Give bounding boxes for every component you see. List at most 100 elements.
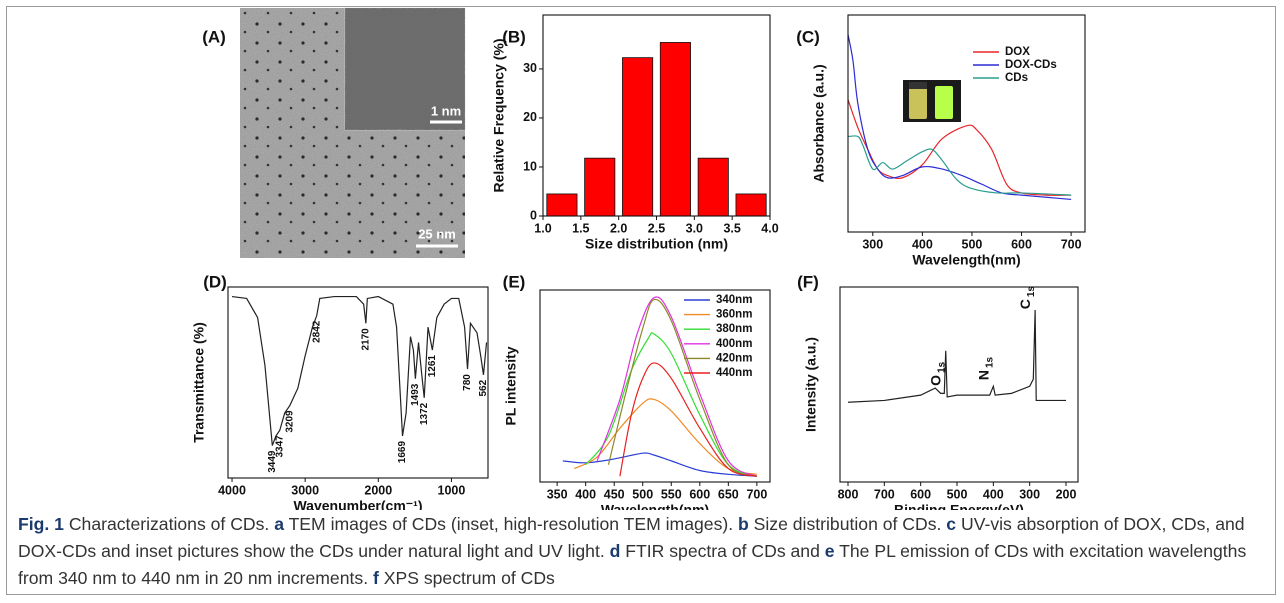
legend-label: CDs (1005, 72, 1028, 84)
x-tick-label: 2000 (364, 483, 392, 497)
y-axis-label: Relative Frequency (%) (491, 38, 507, 192)
caption-text: XPS spectrum of CDs (383, 568, 555, 588)
plot-frame (847, 14, 1086, 233)
y-tick-label: 0 (530, 208, 537, 222)
bar (697, 157, 729, 217)
x-axis-label: Wavelength(nm) (601, 502, 709, 510)
peak-label: 1669 (397, 441, 408, 464)
peak-element: C (1017, 299, 1033, 309)
caption-text: The PL emission of CDs with excitation w… (18, 541, 1247, 588)
vial-photo (903, 80, 961, 122)
peak-orbital: 1s (1026, 286, 1037, 298)
panel-label: (A) (202, 27, 226, 46)
x-tick-label: 3.5 (723, 221, 740, 235)
figure-frame (6, 6, 1276, 595)
x-axis-label: Wavelength(nm) (912, 252, 1020, 268)
hrtem-noise (345, 8, 465, 130)
caption-text: Size distribution of CDs. (753, 514, 942, 534)
y-axis-label: Transmittance (%) (191, 322, 207, 443)
x-tick-label: 650 (718, 487, 739, 501)
series-line (847, 310, 1067, 403)
x-tick-label: 400 (983, 487, 1004, 501)
x-tick-label: 800 (838, 487, 859, 501)
y-tick-label: 20 (523, 110, 537, 124)
series-line (231, 295, 488, 446)
bar (622, 57, 654, 217)
legend-label: DOX (1005, 46, 1030, 58)
chart-panel: (D) Wavenumber(cm⁻¹) Transmittance (%) 4000… (191, 272, 489, 510)
figure: 1 nm 25 nm (A) (B) Size distribution (nm)… (191, 7, 1086, 510)
legend-label: 440nm (716, 367, 752, 379)
peak-element: N (975, 370, 991, 380)
vial-cap (909, 82, 927, 89)
y-tick-label: 30 (523, 61, 537, 75)
x-tick-label: 450 (604, 487, 625, 501)
peak-label: 780 (462, 374, 473, 391)
y-axis-label: Intensity (a.u.) (803, 337, 819, 432)
panel-label: (F) (797, 272, 819, 291)
caption-text: UV-vis absorption of DOX, CDs, and DOX-C… (18, 514, 1245, 561)
tem-image: 1 nm 25 nm (A) (202, 7, 466, 258)
x-tick-label: 300 (862, 237, 883, 251)
series-line (596, 296, 758, 477)
plot-frame (227, 286, 489, 479)
series-line (607, 298, 758, 477)
peak-label: 2170 (361, 328, 372, 351)
x-tick-label: 500 (632, 487, 653, 501)
caption-letter: d (609, 541, 621, 561)
peak-label: 3209 (285, 410, 296, 433)
x-tick-label: 4.0 (761, 221, 778, 235)
x-tick-label: 700 (1061, 237, 1082, 251)
caption-letter: f (372, 568, 379, 588)
peak-label: 1493 (410, 383, 421, 406)
legend-label: 420nm (716, 352, 752, 364)
x-tick-label: 3.0 (686, 221, 703, 235)
x-tick-label: 600 (910, 487, 931, 501)
peak-label: 1261 (427, 355, 438, 378)
peak-element: O (927, 375, 943, 386)
series-line (562, 452, 757, 477)
y-axis-label: PL intensity (503, 346, 519, 425)
series-line (848, 135, 1072, 196)
series-line (585, 332, 758, 477)
x-tick-label: 200 (1056, 487, 1077, 501)
x-tick-label: 550 (661, 487, 682, 501)
legend-label: DOX-CDs (1005, 59, 1057, 71)
x-axis-label: Size distribution (nm) (585, 236, 728, 252)
x-tick-label: 300 (1019, 487, 1040, 501)
x-axis-label: Wavenumber(cm⁻¹) (293, 498, 422, 510)
x-tick-label: 1000 (438, 483, 466, 497)
caption-letter: a (274, 514, 284, 534)
caption-text: FTIR spectra of CDs and (625, 541, 820, 561)
x-tick-label: 1.5 (572, 221, 589, 235)
legend-label: 400nm (716, 338, 752, 350)
plot-frame (542, 14, 771, 217)
y-axis-label: Absorbance (a.u.) (811, 64, 827, 182)
bar (735, 193, 767, 217)
legend-label: 380nm (716, 323, 752, 335)
x-axis-label: Binding Energy(eV) (894, 502, 1024, 510)
chart-panel: (C) Wavelength(nm) Absorbance (a.u.) 300 400… (796, 14, 1086, 268)
peak-label: 3449 (267, 450, 278, 473)
peak-orbital: 1s (937, 361, 948, 373)
scale-label: 25 nm (418, 226, 456, 241)
bar (659, 42, 691, 217)
caption-letter: e (824, 541, 835, 561)
panel-label: (B) (502, 27, 526, 46)
x-tick-label: 2.0 (610, 221, 627, 235)
x-tick-label: 400 (575, 487, 596, 501)
x-tick-label: 700 (746, 487, 767, 501)
x-tick-label: 700 (874, 487, 895, 501)
x-tick-label: 500 (962, 237, 983, 251)
vial-uv-light (935, 86, 953, 119)
chart-panel: (F) Binding Energy(eV) Intensity (a.u.) 800… (797, 272, 1079, 510)
caption-letter: b (738, 514, 749, 534)
plot-frame (539, 289, 771, 483)
peak-label: N 1s (975, 356, 995, 380)
peak-label: 3347 (274, 435, 285, 458)
x-tick-label: 3000 (291, 483, 319, 497)
caption: Fig. 1 Characterizations of CDs. a TEM i… (18, 511, 1268, 592)
caption-text: TEM images of CDs (inset, high-resolutio… (288, 514, 734, 534)
series-line (848, 34, 1072, 201)
